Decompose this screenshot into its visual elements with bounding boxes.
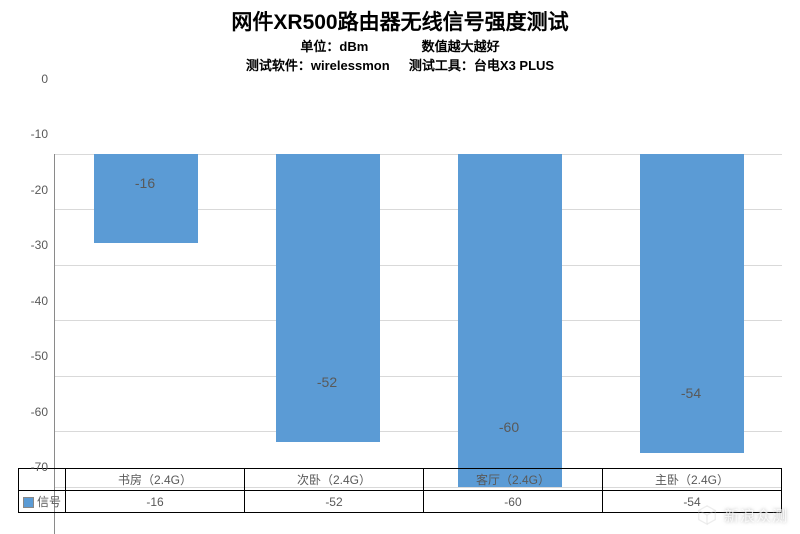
chart-title: 网件XR500路由器无线信号强度测试 <box>0 6 800 36</box>
bar <box>94 154 198 243</box>
table-header-cell: 次卧（2.4G） <box>245 469 424 491</box>
legend-swatch <box>23 497 34 508</box>
y-tick-label: -70 <box>14 460 48 474</box>
table-value-cell: -60 <box>423 491 602 513</box>
y-tick-label: -50 <box>14 349 48 363</box>
legend-label: 信号 <box>37 495 61 509</box>
table-header-cell: 客厅（2.4G） <box>423 469 602 491</box>
table-header-cell: 书房（2.4G） <box>66 469 245 491</box>
tool-label: 测试工具：台电X3 PLUS <box>409 55 554 74</box>
y-tick-label: -20 <box>14 183 48 197</box>
bar-value-label: -60 <box>479 419 539 435</box>
data-table: 书房（2.4G）次卧（2.4G）客厅（2.4G）主卧（2.4G） 信号 -16-52… <box>18 468 782 513</box>
y-tick-label: -10 <box>14 127 48 141</box>
y-tick-label: -30 <box>14 238 48 252</box>
bar <box>458 154 562 487</box>
chart-page: 网件XR500路由器无线信号强度测试 单位：dBm 数值越大越好 测试软件：wi… <box>0 0 800 534</box>
table-header-cell: 主卧（2.4G） <box>602 469 781 491</box>
table-value-cell: -52 <box>245 491 424 513</box>
y-tick-label: -60 <box>14 405 48 419</box>
table-value-cell: -16 <box>66 491 245 513</box>
table-row: 信号-16-52-60-54 <box>19 491 782 513</box>
note-label: 数值越大越好 <box>422 36 500 55</box>
chart-subtitle-2: 测试软件：wirelessmon 测试工具：台电X3 PLUS <box>0 55 800 74</box>
chart-subtitle-1: 单位：dBm 数值越大越好 <box>0 36 800 55</box>
y-tick-label: 0 <box>14 72 48 86</box>
bar <box>276 154 380 442</box>
watermark-text: 新浪众测 <box>724 505 788 526</box>
bar-value-label: -54 <box>661 385 721 401</box>
software-label: 测试软件：wirelessmon <box>246 55 390 74</box>
legend-cell: 信号 <box>19 491 66 513</box>
chart-header: 网件XR500路由器无线信号强度测试 单位：dBm 数值越大越好 测试软件：wi… <box>0 0 800 74</box>
bar-value-label: -52 <box>297 374 357 390</box>
watermark: 新浪众测 <box>696 504 788 526</box>
y-tick-label: -40 <box>14 294 48 308</box>
unit-label: 单位：dBm <box>300 36 368 55</box>
watermark-cube-icon <box>696 504 718 526</box>
bar-value-label: -16 <box>115 175 175 191</box>
bar <box>640 154 744 453</box>
table-row: 书房（2.4G）次卧（2.4G）客厅（2.4G）主卧（2.4G） <box>19 469 782 491</box>
